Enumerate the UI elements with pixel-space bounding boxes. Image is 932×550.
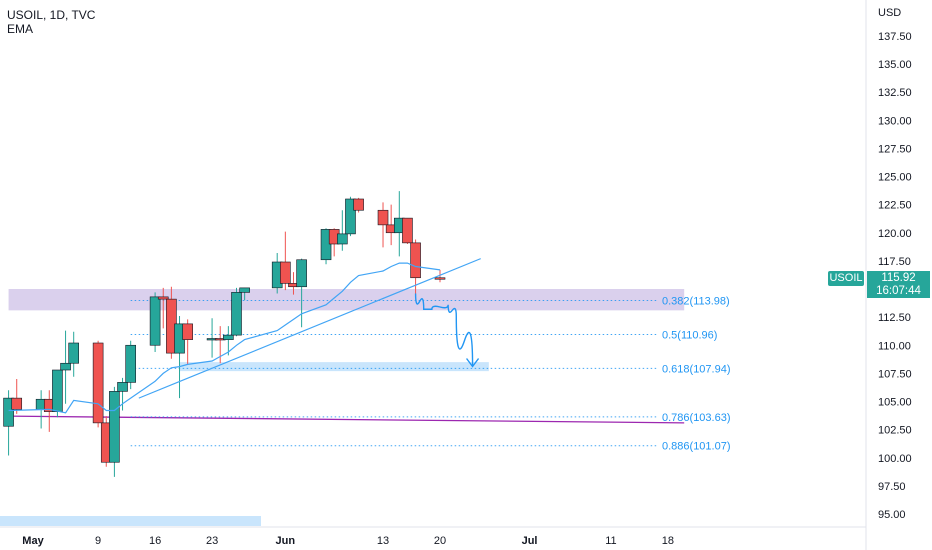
candle-body[interactable] <box>434 277 446 280</box>
candle-body[interactable] <box>92 342 104 424</box>
time-tick-label: Jul <box>522 535 538 547</box>
indicator-label[interactable]: EMA <box>7 22 34 36</box>
price-tick-label: 122.50 <box>878 200 912 212</box>
price-tick-label: 107.50 <box>878 368 912 380</box>
price-tick-label: 112.50 <box>878 312 911 324</box>
candle-body[interactable] <box>52 369 63 412</box>
candle-body[interactable] <box>125 344 136 383</box>
time-tick-label: 23 <box>206 535 218 547</box>
price-tick-label: 110.00 <box>878 340 911 352</box>
price-tick-label: 100.00 <box>878 453 912 465</box>
price-tick-label: 135.00 <box>878 59 912 71</box>
time-tick-label: 13 <box>377 535 389 547</box>
candle-body[interactable] <box>296 259 307 288</box>
candle-body[interactable] <box>345 198 356 235</box>
chart-legend: USOIL, 1D, TVC EMA <box>7 8 95 36</box>
price-tick-label: 127.50 <box>878 143 912 155</box>
price-tick-label: 105.00 <box>878 397 912 409</box>
price-tick-label: 137.50 <box>878 31 912 43</box>
price-tick-label: 130.00 <box>878 115 912 127</box>
price-tick-label: 125.00 <box>878 172 912 184</box>
price-tick-label: 97.50 <box>878 481 906 493</box>
candle-body[interactable] <box>377 209 389 226</box>
candle-body[interactable] <box>109 391 120 463</box>
price-tick-label: 102.50 <box>878 425 912 437</box>
trend-line[interactable] <box>138 258 481 399</box>
candle-body[interactable] <box>182 323 193 340</box>
candle-body[interactable] <box>11 397 23 410</box>
candle-body[interactable] <box>280 261 291 284</box>
forecast-path[interactable] <box>414 293 474 366</box>
symbol-title[interactable]: USOIL, 1D, TVC <box>7 8 96 22</box>
last-price-value: 115.92 <box>881 272 916 284</box>
candle-body[interactable] <box>60 362 71 371</box>
candle-body[interactable] <box>149 296 161 346</box>
resistance-zone[interactable] <box>8 289 685 311</box>
candle-body[interactable] <box>157 296 169 300</box>
candle-body[interactable] <box>68 342 79 364</box>
fib-label-0.886: 0.886(101.07) <box>662 441 731 453</box>
target-zone[interactable] <box>179 362 489 372</box>
price-tick-label: 120.00 <box>878 228 912 240</box>
time-tick-label: 9 <box>95 535 101 547</box>
price-tick-label: 95.00 <box>878 509 906 521</box>
symbol-price-tag: USOIL <box>828 271 864 286</box>
horizontal-level-line[interactable] <box>8 415 685 424</box>
candle-body[interactable] <box>402 217 413 244</box>
time-range-highlight <box>0 516 261 526</box>
candle-body[interactable] <box>410 242 421 279</box>
currency-label: USD <box>878 7 901 19</box>
forecast-arrowhead <box>465 358 480 368</box>
time-tick-label: May <box>22 535 44 547</box>
time-tick-label: Jun <box>276 535 296 547</box>
candle-body[interactable] <box>337 233 348 245</box>
time-tick-label: 11 <box>605 535 616 547</box>
candle-body[interactable] <box>320 229 332 261</box>
candle-body[interactable] <box>231 292 242 336</box>
last-price-tag: 115.92 16:07:44 <box>867 271 930 298</box>
time-tick-label: 20 <box>434 535 446 547</box>
fib-label-0.786: 0.786(103.63) <box>662 412 731 424</box>
candle-body[interactable] <box>3 397 14 427</box>
time-tick-label: 16 <box>149 535 161 547</box>
fib-label-0.382: 0.382(113.98) <box>662 295 730 307</box>
fib-label-0.618: 0.618(107.94) <box>662 363 731 375</box>
bar-countdown: 16:07:44 <box>876 285 921 297</box>
ema-line[interactable] <box>8 262 441 414</box>
candle-body[interactable] <box>353 198 364 211</box>
price-tick-label: 132.50 <box>878 87 912 99</box>
price-tick-label: 117.50 <box>878 256 911 268</box>
candle-body[interactable] <box>223 334 234 340</box>
time-tick-label: 18 <box>662 535 674 547</box>
candle-body[interactable] <box>117 382 128 392</box>
fib-label-0.5: 0.5(110.96) <box>662 329 717 341</box>
candle-body[interactable] <box>239 287 250 293</box>
